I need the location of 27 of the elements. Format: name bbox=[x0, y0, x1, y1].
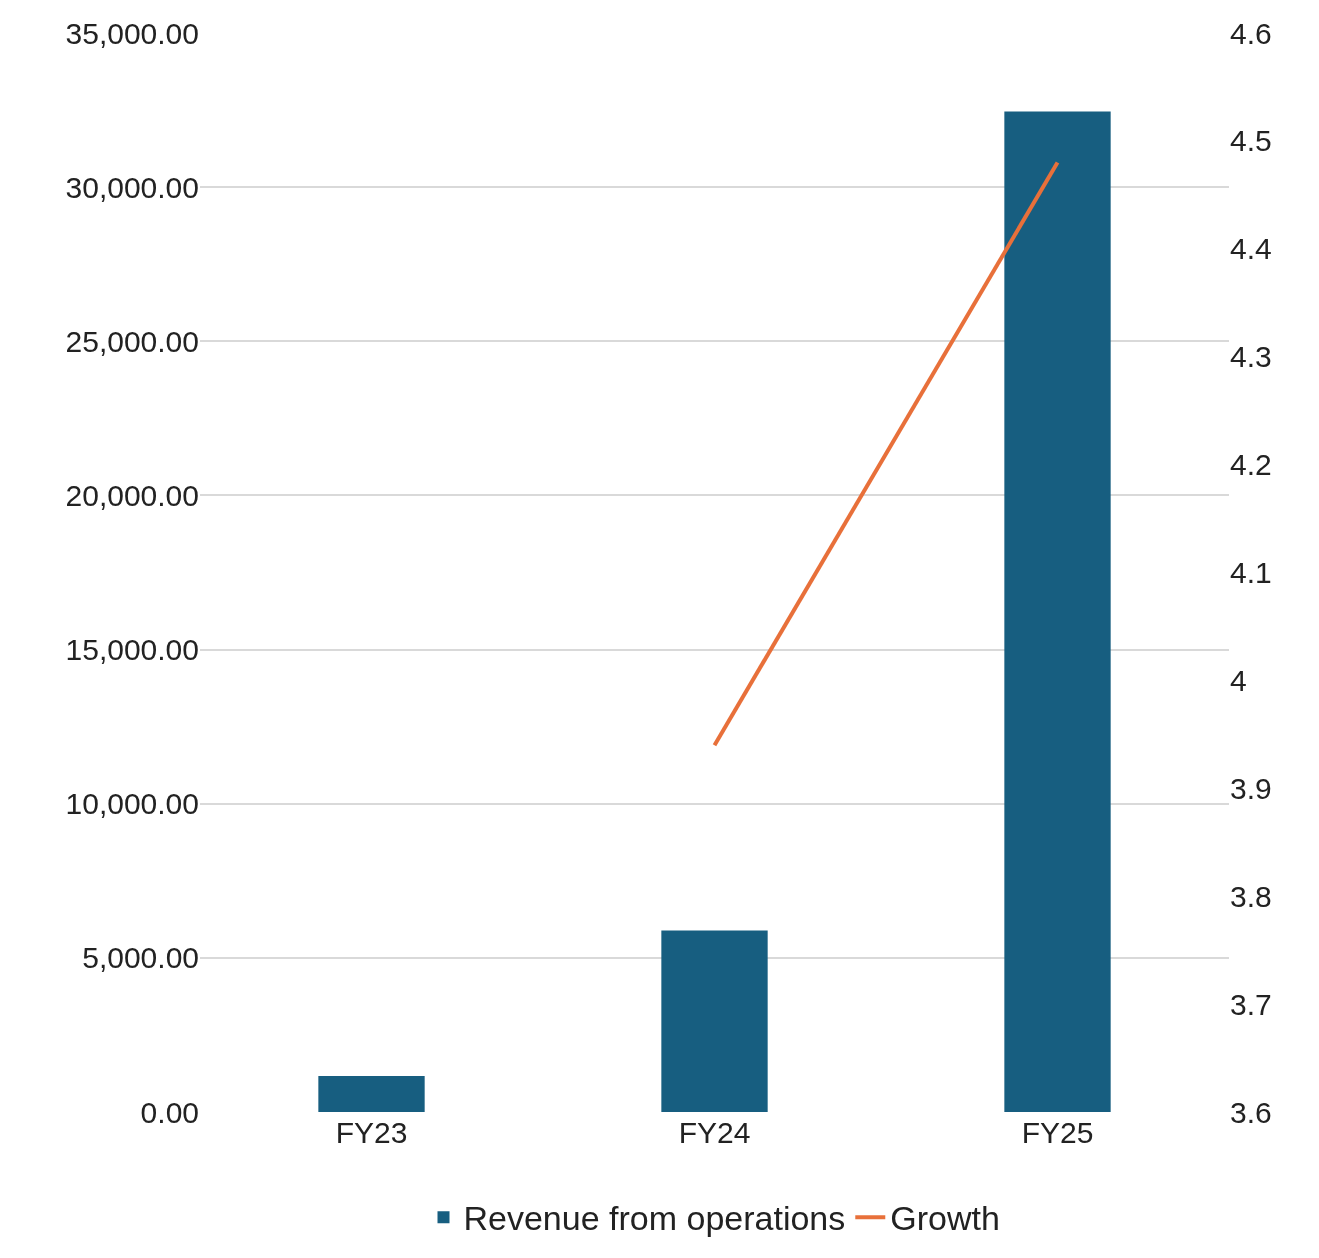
y-tick-label: 20,000.00 bbox=[65, 478, 199, 512]
y-tick-label: 30,000.00 bbox=[65, 170, 199, 204]
bar bbox=[318, 1075, 425, 1112]
y2-tick-label: 4.6 bbox=[1230, 16, 1272, 50]
bar bbox=[1004, 111, 1111, 1112]
y-tick-label: 35,000.00 bbox=[65, 16, 199, 50]
y2-tick-label: 4.1 bbox=[1230, 556, 1272, 589]
legend-label: Growth bbox=[890, 1199, 1000, 1238]
x-tick-label: FY24 bbox=[678, 1116, 751, 1149]
y2-tick-label: 4.4 bbox=[1230, 232, 1272, 266]
y-tick-label: 10,000.00 bbox=[65, 787, 199, 821]
y-tick-label: 5,000.00 bbox=[82, 941, 199, 975]
y2-tick-label: 3.9 bbox=[1230, 771, 1272, 805]
x-tick-label: FY23 bbox=[335, 1116, 408, 1149]
y2-tick-label: 4.2 bbox=[1230, 448, 1272, 482]
y-tick-label: 0.00 bbox=[140, 1095, 199, 1129]
y2-tick-label: 3.7 bbox=[1230, 987, 1272, 1021]
y2-tick-label: 3.6 bbox=[1230, 1095, 1272, 1129]
bar bbox=[661, 930, 768, 1112]
y-tick-label: 15,000.00 bbox=[65, 633, 199, 667]
x-tick-label: FY25 bbox=[1021, 1116, 1094, 1149]
y2-tick-label: 4.3 bbox=[1230, 340, 1272, 374]
y2-tick-label: 4 bbox=[1230, 663, 1247, 697]
y2-tick-label: 3.8 bbox=[1230, 879, 1272, 913]
legend-label: Revenue from operations bbox=[463, 1199, 846, 1238]
y-tick-label: 25,000.00 bbox=[65, 324, 199, 358]
y2-tick-label: 4.5 bbox=[1230, 124, 1272, 158]
